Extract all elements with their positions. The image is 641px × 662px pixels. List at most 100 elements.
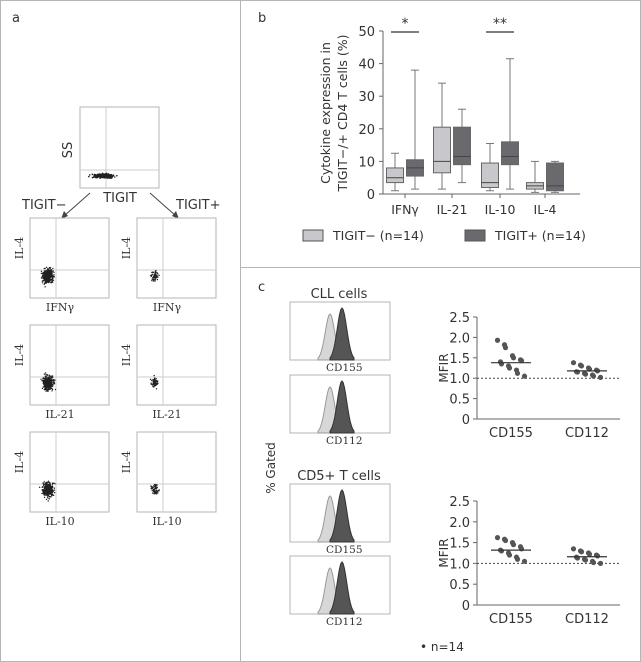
box-IL-4-neg [526,160,544,193]
scatter-dot [43,382,46,385]
scatter-dot [43,276,45,279]
histogram-peak-stain [329,380,355,434]
y-axis-label: MFIR [437,538,451,567]
scatter-frame [29,431,110,513]
gate-dot [99,177,101,179]
panel-b-label: b [258,11,266,26]
y-tick-label: 2.0 [449,331,470,346]
box-rect [546,162,564,192]
scatter-dot [155,377,157,380]
scatter-dot [49,387,52,390]
y-tick-label: 30 [358,90,375,105]
scatter-x-label: IL-10 [152,515,181,528]
scatter-dot [49,485,52,487]
scatter-dot [40,270,43,273]
scatter-dot [51,376,54,379]
scatter-dot [43,486,46,489]
scatter-dot [46,497,49,499]
scatter-dot [41,489,44,491]
data-point [498,548,505,554]
scatter-dot [46,484,49,486]
data-point [521,373,528,379]
scatter-frame [29,217,110,299]
scatter-dot [151,278,153,281]
gate-dot [105,172,108,175]
legend-label: TIGIT+ (n=14) [494,228,586,243]
gate-dot [106,175,108,177]
scatter-x-label: IL-10 [45,515,74,528]
scatter-dot [46,271,48,274]
scatter-dot [44,374,47,376]
scatter-dot [156,278,159,281]
scatter-dot [49,267,51,270]
scatter-dot [41,486,44,488]
scatter-dot [42,277,44,280]
data-point [514,556,521,562]
histogram-label: CD155 [326,362,363,374]
scatter-dot [47,481,49,483]
scatter-dot [48,495,51,498]
gate-dot [102,174,105,177]
scatter-dot [151,492,154,494]
scatter-dot [53,276,55,278]
data-point [597,560,604,567]
data-point [570,360,577,366]
data-point [590,559,597,566]
scatter-dot [47,500,49,502]
gate-dots [87,172,118,179]
scatter-dot [41,387,44,390]
scatter-dot [48,270,50,273]
data-point [506,552,513,558]
scatter-dot [42,274,44,276]
scatter-dot [48,498,50,500]
scatter-dot [53,381,55,383]
data-point [570,546,577,552]
data-point [582,371,589,377]
histogram-group-title: CD5+ T cells [297,469,381,484]
scatter-dot [152,278,155,281]
scatter-dot [152,490,155,492]
scatter-dot [44,279,46,282]
scatter-dot [43,481,45,483]
scatter-plot-3: IL-4 IL-21 [13,324,110,421]
gate-dot [107,173,110,176]
significance-label: ** [493,16,507,32]
scatter-dot [48,374,50,377]
scatter-dot [42,489,45,491]
scatter-dot [46,385,49,387]
x-tick-label: CD155 [489,426,533,441]
y-tick-label: 0.5 [449,393,470,408]
scatter-dot [49,487,52,490]
scatter-dot [41,272,44,275]
x-tick-label: CD112 [565,426,609,441]
scatter-dot [149,378,152,381]
scatter-dot [48,277,50,279]
scatter-dot [43,267,45,270]
scatter-dot [47,390,49,392]
scatter-dot [52,380,54,382]
scatter-dot [44,372,47,374]
scatter-dot [150,382,152,384]
scatter-dot [41,275,44,278]
scatter-dot [47,376,49,378]
data-point [506,365,513,371]
scatter-dot [48,273,51,275]
scatter-dot [46,383,49,385]
scatter-x-label: IFNγ [153,301,182,314]
scatter-dot [155,487,157,489]
y-tick-label: 2.5 [449,311,470,326]
legend-label: TIGIT− (n=14) [332,228,424,243]
box-IL-4-pos [546,160,564,193]
y-axis-label-line1: Cytokine expression in [318,42,333,184]
scatter-dot [46,494,48,496]
scatter-dot [51,390,53,392]
y-tick-label: 0.5 [449,578,470,593]
scatter-dot [40,277,43,279]
scatter-dot [43,278,46,280]
scatter-dot [47,270,49,273]
histogram-peak-stain [329,561,355,615]
scatter-dot [44,387,46,390]
scatter-dot [48,491,50,493]
gate-dot [96,176,99,179]
scatter-dot [152,271,154,274]
